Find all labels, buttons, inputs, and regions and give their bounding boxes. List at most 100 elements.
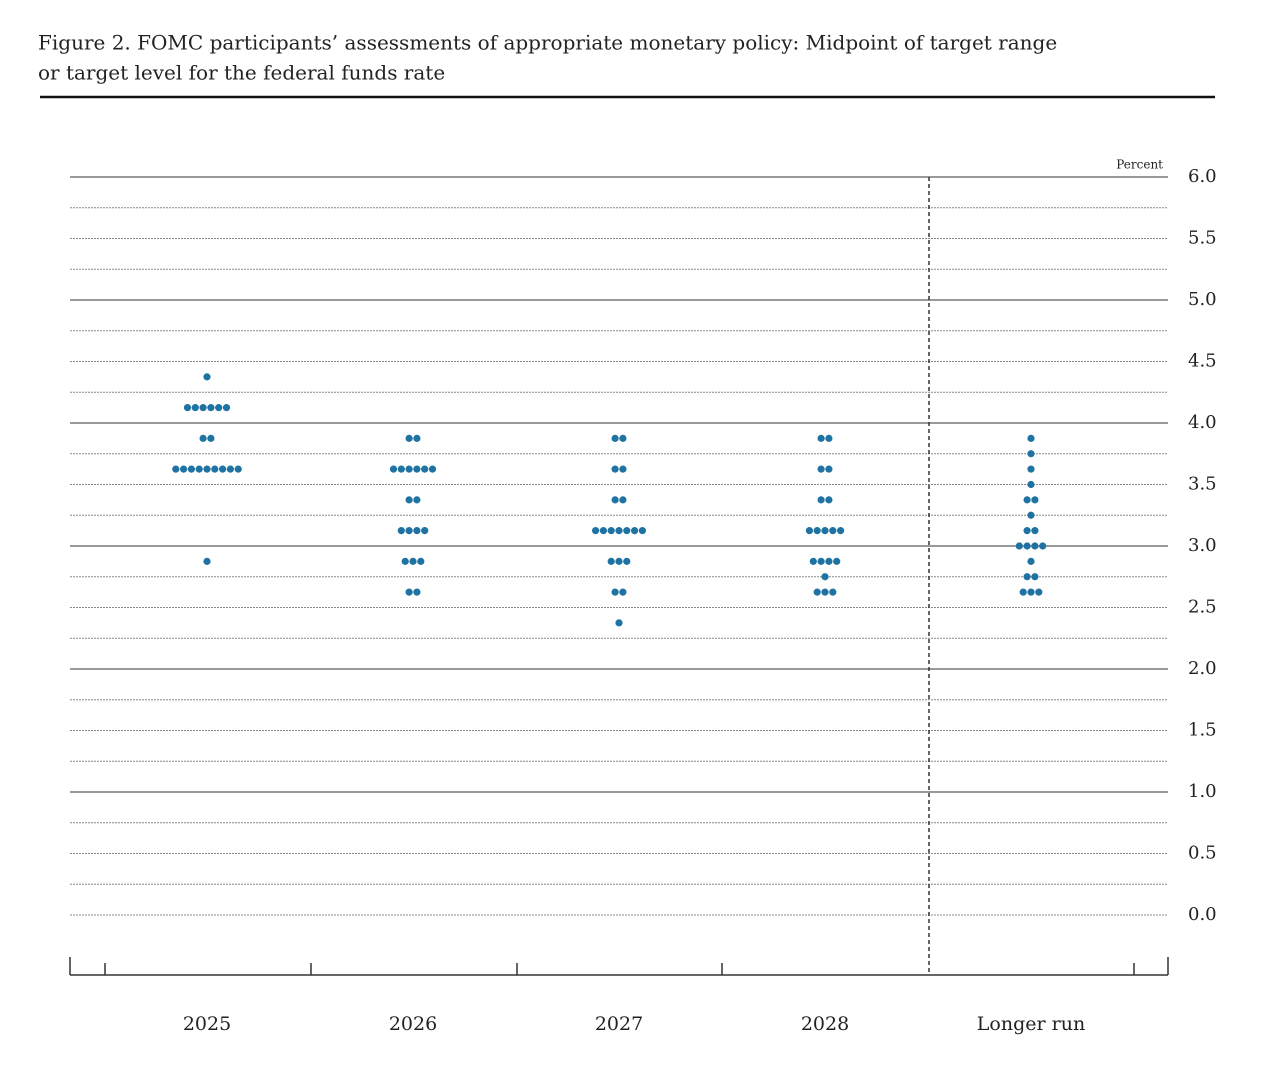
dot bbox=[397, 465, 405, 473]
dot bbox=[638, 527, 647, 535]
dot bbox=[1027, 588, 1035, 596]
y-tick-label: 0.0 bbox=[1188, 904, 1217, 925]
dot bbox=[1031, 527, 1039, 535]
y-tick-label: 4.0 bbox=[1188, 412, 1217, 433]
dot bbox=[1039, 542, 1047, 550]
dot bbox=[183, 404, 192, 412]
dot bbox=[389, 465, 398, 473]
dot bbox=[833, 557, 841, 565]
dot bbox=[417, 557, 425, 565]
y-tick-label: 1.0 bbox=[1188, 781, 1217, 802]
dot bbox=[226, 465, 234, 473]
dot bbox=[615, 527, 623, 535]
dot bbox=[592, 527, 600, 535]
dot bbox=[1027, 480, 1035, 489]
dot bbox=[172, 465, 180, 473]
dot bbox=[1019, 588, 1027, 596]
dot bbox=[401, 557, 409, 565]
dot bbox=[1023, 527, 1031, 535]
dot bbox=[611, 588, 619, 596]
dot bbox=[1035, 588, 1043, 596]
dot bbox=[1027, 450, 1035, 458]
dot bbox=[817, 465, 825, 473]
dot bbox=[607, 527, 615, 535]
dot bbox=[203, 465, 211, 473]
dot bbox=[219, 465, 227, 473]
dot bbox=[1031, 496, 1039, 504]
dot bbox=[615, 557, 623, 565]
dot bbox=[211, 465, 219, 473]
dot bbox=[203, 557, 211, 565]
dot bbox=[1027, 434, 1035, 442]
dot bbox=[825, 465, 833, 473]
dot bbox=[405, 527, 413, 535]
dot bbox=[199, 434, 207, 442]
dot bbox=[607, 557, 615, 565]
dot bbox=[405, 588, 413, 596]
y-tick-label: 3.5 bbox=[1188, 474, 1217, 495]
dot bbox=[837, 527, 845, 535]
dot bbox=[413, 527, 421, 535]
dot bbox=[405, 496, 413, 504]
dot bbox=[413, 465, 421, 473]
dot bbox=[809, 557, 817, 565]
dot bbox=[199, 404, 207, 412]
dot bbox=[421, 465, 429, 473]
dot bbox=[215, 404, 223, 412]
x-tick-label: 2025 bbox=[183, 1013, 231, 1035]
dot bbox=[413, 434, 421, 442]
dot bbox=[817, 557, 825, 565]
dot bbox=[619, 496, 627, 504]
dot bbox=[619, 465, 627, 473]
dot bbox=[1027, 511, 1035, 519]
dot bbox=[1027, 557, 1035, 565]
dot bbox=[191, 404, 199, 412]
dot bbox=[203, 373, 211, 381]
y-tick-label: 5.5 bbox=[1188, 228, 1217, 249]
dot bbox=[623, 557, 631, 565]
dot bbox=[180, 465, 188, 473]
dot bbox=[207, 404, 215, 412]
dot bbox=[1031, 542, 1039, 550]
dot bbox=[1015, 542, 1023, 550]
dot bbox=[825, 434, 833, 442]
dot bbox=[234, 465, 242, 473]
dot bbox=[813, 588, 821, 596]
dot bbox=[817, 496, 825, 504]
dot bbox=[599, 527, 608, 535]
dot bbox=[623, 527, 631, 535]
dot bbox=[611, 434, 619, 442]
dot bbox=[619, 588, 627, 596]
dot bbox=[611, 496, 619, 504]
dot bbox=[409, 557, 417, 565]
dot bbox=[821, 588, 829, 596]
dot bbox=[405, 434, 413, 442]
dot bbox=[428, 465, 437, 473]
dot bbox=[1023, 496, 1031, 504]
y-tick-label: 6.0 bbox=[1188, 166, 1217, 187]
y-tick-label: 5.0 bbox=[1188, 289, 1217, 310]
y-tick-label: 4.5 bbox=[1188, 351, 1217, 372]
dot bbox=[619, 434, 627, 442]
y-tick-label: 2.0 bbox=[1188, 658, 1217, 679]
dot bbox=[1023, 573, 1031, 581]
y-tick-label: 1.5 bbox=[1188, 720, 1217, 741]
dot bbox=[821, 527, 829, 535]
dot bbox=[631, 527, 639, 535]
dot bbox=[825, 557, 833, 565]
dot bbox=[207, 434, 215, 442]
dot bbox=[817, 434, 825, 442]
dot bbox=[222, 404, 231, 412]
dot bbox=[829, 527, 837, 535]
dot bbox=[1023, 542, 1031, 550]
dot bbox=[821, 573, 829, 581]
x-tick-label: 2028 bbox=[801, 1013, 849, 1035]
x-tick-label: 2027 bbox=[595, 1013, 643, 1035]
dot bbox=[813, 527, 821, 535]
dot bbox=[825, 496, 833, 504]
x-tick-label: 2026 bbox=[389, 1013, 437, 1035]
dot bbox=[615, 619, 623, 627]
y-tick-label: 0.5 bbox=[1188, 843, 1217, 864]
